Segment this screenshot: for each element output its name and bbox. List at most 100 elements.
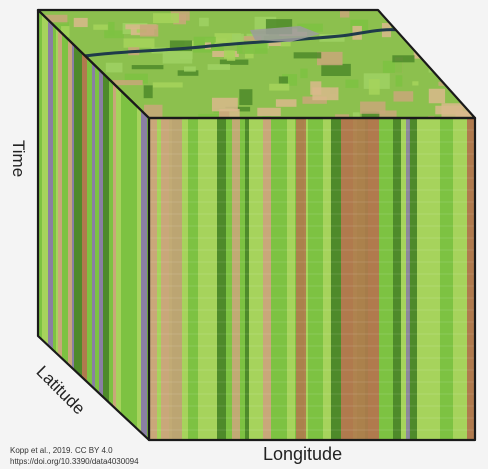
map-field [239, 89, 253, 106]
map-field [438, 81, 447, 86]
front-stripe [434, 118, 440, 440]
map-field [400, 18, 410, 23]
front-stripe [282, 118, 287, 440]
time-axis-label: Time [9, 140, 28, 178]
front-band [296, 118, 306, 440]
map-field [447, 34, 473, 47]
left-stripe [42, 10, 45, 440]
map-field [183, 66, 196, 72]
left-stripe [82, 10, 87, 440]
front-stripe [217, 118, 226, 440]
front-stripe [157, 118, 161, 440]
map-field [300, 68, 308, 79]
map-field [218, 111, 230, 118]
map-field [339, 10, 350, 18]
map-field [211, 97, 238, 112]
map-field [297, 23, 323, 32]
map-field [131, 65, 164, 70]
front-stripe [417, 118, 423, 440]
left-stripe [133, 10, 137, 440]
left-stripe [58, 10, 62, 440]
left-stripe [118, 10, 121, 440]
left-stripe [137, 10, 141, 440]
map-field [152, 82, 183, 88]
left-face-stripes [38, 10, 149, 440]
left-stripe [143, 10, 147, 440]
map-field [108, 21, 115, 36]
left-stripe [113, 10, 116, 440]
front-stripe [149, 118, 157, 440]
map-field [428, 88, 446, 104]
map-field [153, 13, 179, 24]
map-field [193, 36, 216, 43]
map-field [124, 73, 148, 84]
map-field [257, 107, 281, 117]
map-field [452, 65, 460, 75]
map-field [169, 40, 192, 51]
map-field [417, 17, 426, 24]
left-stripe [141, 10, 143, 440]
cube-front-face [149, 118, 475, 440]
map-field [445, 47, 463, 60]
credit-doi: https://doi.org/10.3390/data4030094 [10, 457, 139, 466]
front-stripe [315, 118, 318, 440]
left-stripe [103, 10, 109, 440]
map-field [205, 38, 227, 43]
front-stripe [198, 118, 206, 440]
longitude-axis-label: Longitude [263, 444, 343, 464]
front-band [345, 118, 375, 440]
map-field [105, 62, 123, 73]
map-field [61, 26, 70, 38]
front-stripe [467, 118, 475, 440]
front-stripe [393, 118, 401, 440]
map-field [219, 59, 249, 65]
map-field [112, 80, 143, 86]
front-stripe [423, 118, 434, 440]
map-field [368, 79, 380, 95]
left-stripe [74, 10, 80, 440]
map-field [447, 10, 463, 16]
front-stripe [188, 118, 198, 440]
front-stripe [182, 118, 188, 440]
front-stripe [271, 118, 282, 440]
left-stripe [38, 10, 42, 440]
credit-citation: Kopp et al., 2019. CC BY 4.0 [10, 446, 113, 455]
left-stripe [116, 10, 118, 440]
front-band [232, 118, 240, 440]
left-stripe [48, 10, 53, 440]
left-stripe [64, 10, 68, 440]
left-stripe [128, 10, 133, 440]
left-stripe [92, 10, 95, 440]
front-face-stripes [149, 118, 475, 440]
map-field [426, 19, 443, 27]
left-stripe [53, 10, 56, 440]
left-stripe [121, 10, 126, 440]
left-stripe [126, 10, 128, 440]
front-face-gridlines [149, 129, 475, 431]
map-field [177, 70, 199, 76]
map-field [143, 85, 153, 99]
map-field [269, 83, 290, 91]
map-field [335, 114, 350, 118]
left-stripe [72, 10, 74, 440]
map-field [395, 75, 403, 87]
left-stripe [56, 10, 58, 440]
map-field [441, 103, 471, 117]
map-field [463, 93, 475, 102]
front-stripe [453, 118, 467, 440]
map-field [278, 76, 288, 84]
map-field [361, 111, 380, 118]
front-stripe [409, 118, 417, 440]
map-field [293, 52, 322, 59]
map-field [393, 91, 414, 102]
map-field [312, 87, 339, 101]
left-stripe [97, 10, 99, 440]
map-field [392, 55, 415, 63]
front-stripe [401, 118, 409, 440]
left-stripe [68, 10, 72, 440]
front-band [406, 118, 410, 440]
front-stripe [206, 118, 217, 440]
map-field [139, 24, 159, 37]
front-stripe [161, 118, 169, 440]
